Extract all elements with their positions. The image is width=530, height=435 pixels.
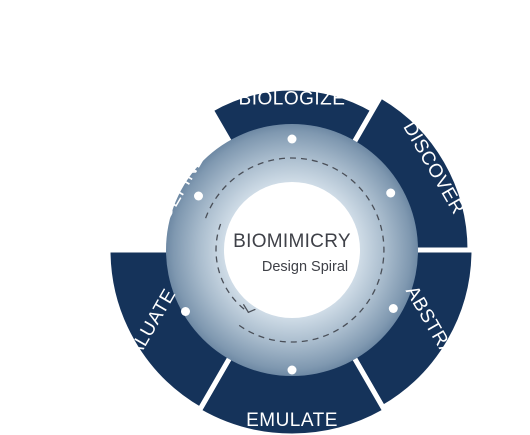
spiral-dashes (204, 157, 385, 343)
dot-evaluate (181, 307, 190, 316)
dot-define (194, 191, 203, 201)
diagram-title: BIOMIMICRY (233, 231, 351, 252)
segment-label-biologize: BIOLOGIZE (239, 88, 346, 109)
spiral-dots (181, 134, 398, 375)
dot-abstract (388, 304, 398, 313)
segment-label-emulate: EMULATE (246, 410, 338, 431)
ring-layer (166, 124, 418, 376)
inner-dashed-arc (215, 223, 249, 313)
diagram-subtitle: Design Spiral (262, 259, 348, 275)
dot-biologize (287, 134, 297, 144)
dot-discover (386, 188, 396, 198)
outer-dashed-arc (204, 157, 385, 343)
spiral-arrowhead-icon (242, 303, 256, 314)
center-circle (224, 182, 360, 318)
dot-emulate (287, 365, 297, 375)
